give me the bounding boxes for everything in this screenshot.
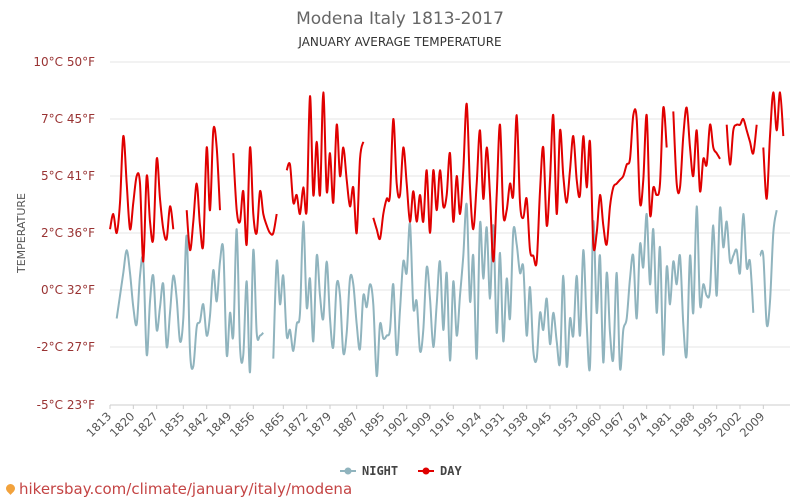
- x-tick-label: 1865: [257, 409, 288, 440]
- series-line-day: [232, 146, 278, 246]
- y-tick-label: 7°C 45°F: [41, 112, 95, 126]
- legend-marker: [422, 467, 430, 475]
- x-tick-label: 2002: [714, 409, 745, 440]
- x-tick-label: 1916: [427, 409, 458, 440]
- y-tick-label: 2°C 36°F: [41, 226, 95, 240]
- x-tick-label: 1995: [690, 409, 721, 440]
- x-tick-label: 1981: [644, 409, 675, 440]
- chart-title: Modena Italy 1813-2017: [296, 9, 504, 29]
- legend-label: DAY: [440, 464, 462, 478]
- x-tick-label: 1849: [204, 409, 235, 440]
- series-line-day: [109, 135, 175, 263]
- series-line-day: [372, 102, 668, 267]
- x-tick-label: 1879: [304, 409, 335, 440]
- x-tick-label: 1967: [597, 409, 628, 440]
- legend-item-day[interactable]: DAY: [418, 464, 462, 478]
- series-line-day: [285, 91, 365, 235]
- x-tick-label: 1872: [280, 409, 311, 440]
- y-tick-label: 10°C 50°F: [33, 55, 95, 69]
- x-tick-label: 1856: [227, 409, 258, 440]
- y-axis-label: TEMPERATURE: [15, 193, 28, 274]
- y-axis: 10°C 50°F 7°C 45°F 5°C 41°F 2°C 36°F 0°C 32°…: [33, 55, 95, 412]
- x-tick-label: 1887: [330, 409, 361, 440]
- legend-label: NIGHT: [362, 464, 398, 478]
- legend-marker: [344, 467, 352, 475]
- x-tick-label: 1895: [357, 409, 388, 440]
- x-tick-label: 1960: [574, 409, 605, 440]
- x-tick-label: 1945: [524, 409, 555, 440]
- x-tick-label: 1924: [454, 409, 485, 440]
- y-tick-label: -5°C 23°F: [37, 398, 95, 412]
- x-tick-label: 1909: [404, 409, 435, 440]
- series-line-day: [672, 106, 721, 195]
- x-tick-label: 1953: [550, 409, 581, 440]
- watermark-text: hikersbay.com/climate/january/italy/mode…: [19, 480, 353, 498]
- y-tick-label: 5°C 41°F: [41, 169, 95, 183]
- location-pin-icon: [4, 482, 17, 495]
- x-tick-label: 1988: [667, 409, 698, 440]
- series-line-day: [185, 125, 221, 252]
- x-tick-label: 1974: [620, 409, 651, 440]
- x-tick-label: 1902: [380, 409, 411, 440]
- legend-item-night[interactable]: NIGHT: [340, 464, 398, 478]
- x-tick-label: 2009: [737, 409, 768, 440]
- x-tick-label: 1931: [477, 409, 508, 440]
- x-tick-label: 1813: [84, 409, 115, 440]
- x-tick-label: 1842: [180, 409, 211, 440]
- series-line-night: [759, 210, 778, 328]
- y-tick-label: 0°C 32°F: [41, 283, 95, 297]
- series-line-night: [272, 202, 755, 378]
- x-tick-label: 1835: [157, 409, 188, 440]
- watermark[interactable]: hikersbay.com/climate/january/italy/mode…: [4, 480, 353, 498]
- series-lines: [109, 91, 785, 378]
- x-tick-label: 1938: [500, 409, 531, 440]
- series-line-day: [725, 117, 758, 166]
- chart-subtitle: JANUARY AVERAGE TEMPERATURE: [297, 35, 501, 49]
- x-tick-label: 1820: [107, 409, 138, 440]
- x-tick-label: 1827: [130, 409, 161, 440]
- y-tick-label: -2°C 27°F: [37, 340, 95, 354]
- legend[interactable]: NIGHT DAY: [340, 464, 462, 478]
- series-line-day: [762, 91, 785, 200]
